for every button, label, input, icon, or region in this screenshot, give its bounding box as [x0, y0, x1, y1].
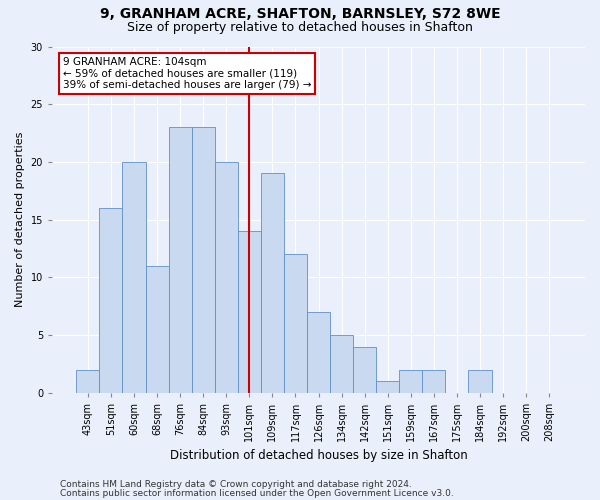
Bar [307, 312, 330, 393]
Bar [238, 231, 261, 393]
Text: 9 GRANHAM ACRE: 104sqm
← 59% of detached houses are smaller (119)
39% of semi-de: 9 GRANHAM ACRE: 104sqm ← 59% of detached… [63, 57, 311, 90]
Bar [191, 128, 215, 393]
Bar [100, 208, 122, 393]
Bar [261, 174, 284, 393]
Text: Contains HM Land Registry data © Crown copyright and database right 2024.: Contains HM Land Registry data © Crown c… [60, 480, 412, 489]
Bar [76, 370, 100, 393]
Text: Size of property relative to detached houses in Shafton: Size of property relative to detached ho… [127, 21, 473, 34]
Bar [376, 381, 399, 393]
Text: Contains public sector information licensed under the Open Government Licence v3: Contains public sector information licen… [60, 488, 454, 498]
Bar [399, 370, 422, 393]
Bar [353, 346, 376, 393]
Bar [146, 266, 169, 393]
Y-axis label: Number of detached properties: Number of detached properties [15, 132, 25, 308]
Bar [330, 335, 353, 393]
X-axis label: Distribution of detached houses by size in Shafton: Distribution of detached houses by size … [170, 450, 467, 462]
Bar [215, 162, 238, 393]
Bar [284, 254, 307, 393]
Bar [122, 162, 146, 393]
Text: 9, GRANHAM ACRE, SHAFTON, BARNSLEY, S72 8WE: 9, GRANHAM ACRE, SHAFTON, BARNSLEY, S72 … [100, 8, 500, 22]
Bar [169, 128, 191, 393]
Bar [422, 370, 445, 393]
Bar [469, 370, 491, 393]
